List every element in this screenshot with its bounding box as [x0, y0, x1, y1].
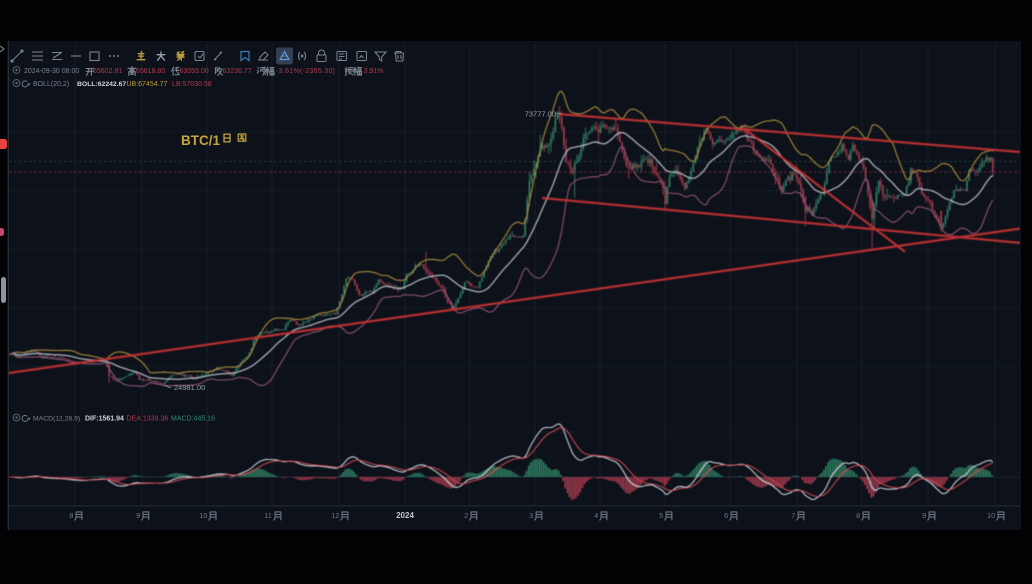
svg-text:24981.00: 24981.00: [174, 383, 205, 392]
svg-text:BOLL:62242.67: BOLL:62242.67: [77, 81, 126, 88]
svg-text:11: 11: [264, 511, 272, 520]
svg-text:4: 4: [594, 511, 598, 520]
svg-text:2: 2: [464, 511, 468, 520]
svg-text:8: 8: [69, 511, 73, 520]
svg-text:UB:67454.77: UB:67454.77: [127, 81, 168, 88]
svg-text:DEA:1339.36: DEA:1339.36: [127, 416, 169, 423]
svg-text:MACD(12,26,9): MACD(12,26,9): [33, 416, 80, 423]
svg-text:10: 10: [199, 511, 207, 520]
svg-text:10: 10: [987, 511, 995, 520]
svg-text:7: 7: [791, 511, 795, 520]
svg-text:LB:57030.58: LB:57030.58: [172, 81, 212, 88]
svg-text:9: 9: [922, 511, 926, 520]
svg-text:65602.81: 65602.81: [93, 68, 122, 75]
svg-text:8: 8: [856, 511, 860, 520]
svg-text:2024-09-30 08:00: 2024-09-30 08:00: [24, 68, 79, 75]
svg-text:65618.80: 65618.80: [136, 68, 165, 75]
svg-text:9: 9: [136, 511, 140, 520]
svg-text:6: 6: [724, 511, 728, 520]
svg-text:63236.77: 63236.77: [223, 68, 252, 75]
svg-text:5: 5: [659, 511, 663, 520]
svg-text:2024: 2024: [396, 511, 414, 520]
svg-text:73777.00: 73777.00: [525, 110, 556, 119]
svg-text:DIF:1561.94: DIF:1561.94: [85, 416, 124, 423]
svg-text:3: 3: [529, 511, 533, 520]
svg-text:MACD:445.16: MACD:445.16: [171, 416, 215, 423]
svg-text:63055.00: 63055.00: [180, 68, 209, 75]
svg-text:BTC/1: BTC/1: [181, 133, 220, 148]
svg-text:12: 12: [331, 511, 339, 520]
svg-text:3.91%: 3.91%: [364, 68, 384, 75]
svg-text:BOLL(20,2): BOLL(20,2): [33, 81, 69, 88]
svg-text:-3.61%(-2365.30): -3.61%(-2365.30): [276, 68, 335, 75]
